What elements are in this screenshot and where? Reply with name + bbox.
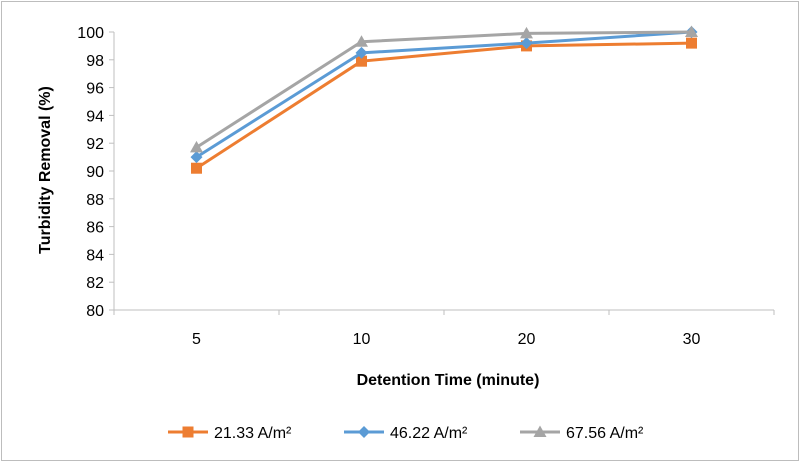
data-point [190,140,203,153]
x-tick-label: 5 [192,331,201,348]
y-tick-label: 82 [86,275,104,292]
y-tick-label: 86 [86,220,104,237]
x-tick-label: 30 [683,331,701,348]
x-axis: 5 10 20 30 [113,309,775,348]
x-tick-label: 10 [353,331,371,348]
data-point [686,37,697,49]
series-1 [190,26,698,164]
y-tick-label: 88 [86,192,104,209]
legend-marker [533,425,547,437]
legend-item: 46.22 A/m² [344,425,468,442]
legend-label: 46.22 A/m² [390,425,468,442]
x-axis-title: Detention Time (minute) [357,372,540,389]
legend-item: 67.56 A/m² [520,425,644,442]
data-point [190,151,203,164]
y-axis: 80 82 84 86 88 90 92 94 96 98 100 [77,25,115,320]
data-point [520,37,533,50]
data-point [191,162,202,174]
data-point [355,35,368,47]
data-point [685,25,698,37]
y-tick-label: 100 [77,25,104,42]
y-tick-label: 90 [86,164,104,181]
series-2 [190,25,698,153]
legend-marker [182,426,194,438]
y-axis-title: Turbidity Removal (%) [37,86,54,254]
y-tick-label: 98 [86,53,104,70]
series-line [195,41,692,170]
legend-marker [358,426,370,438]
series-line [195,30,692,159]
data-point [355,46,368,59]
y-tick-label: 84 [86,247,104,264]
legend-label: 21.33 A/m² [214,425,292,442]
legend-label: 67.56 A/m² [566,425,644,442]
data-point [520,26,533,39]
y-tick-label: 94 [86,108,104,125]
y-tick-label: 96 [86,81,104,98]
series-0 [191,37,697,174]
series-layer [190,25,698,174]
legend-item: 21.33 A/m² [168,425,292,442]
y-tick-label: 92 [86,136,104,153]
data-point [356,55,367,67]
y-tick-label: 80 [86,303,104,320]
legend: 21.33 A/m² 46.22 A/m² 67.56 A/m² [168,425,644,442]
x-tick-label: 20 [518,331,536,348]
series-line [195,30,692,149]
